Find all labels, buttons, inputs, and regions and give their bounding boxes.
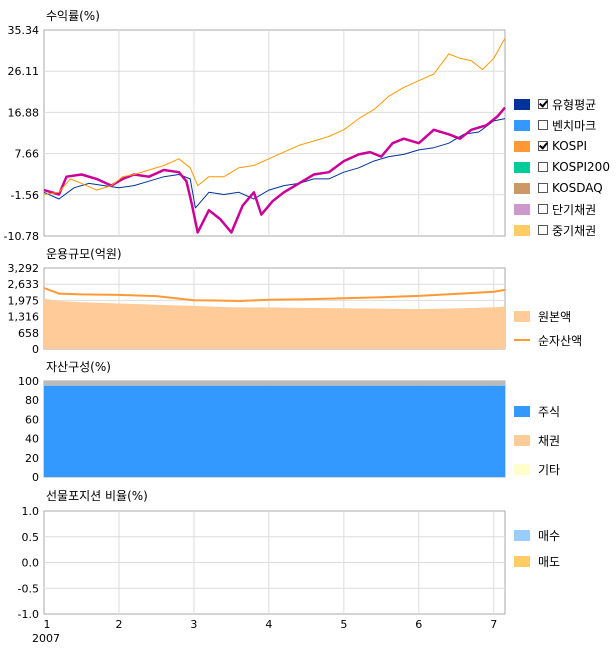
y-tick-label: 7.66 (15, 148, 40, 161)
y-tick-label: 60 (25, 413, 39, 426)
area-주식 (44, 385, 505, 477)
legend-label: 채권 (538, 433, 561, 448)
y-tick-label: 0 (32, 471, 39, 484)
y-tick-label: 0.5 (22, 531, 40, 544)
x-year-label: 2007 (32, 632, 60, 645)
y-tick-label: 26.11 (8, 65, 40, 78)
legend-item: 채권 (514, 432, 560, 448)
x-tick-label: 5 (340, 618, 347, 631)
y-tick-label: 40 (25, 433, 39, 446)
legend-checkbox[interactable] (538, 204, 548, 214)
legend-item[interactable]: 단기채권 (514, 201, 596, 217)
legend-item[interactable]: KOSPI (514, 138, 587, 154)
x-tick-label: 4 (265, 618, 272, 631)
legend-label: 매도 (538, 554, 561, 569)
legend-label: KOSPI200 (552, 160, 610, 174)
legend-checkbox[interactable] (538, 120, 548, 130)
legend-label: KOSDAQ (552, 181, 603, 195)
y-tick-label: 0.0 (22, 557, 40, 570)
legend-swatch (514, 119, 530, 131)
legend-label: 순자산액 (538, 333, 583, 348)
y-tick-label: 80 (25, 394, 39, 407)
legend-label: KOSPI (552, 139, 588, 153)
y-tick-label: 3,292 (8, 262, 40, 275)
panel-title: 자산구성(%) (46, 360, 111, 374)
legend-label: 중기채권 (552, 223, 597, 238)
legend-label: 단기채권 (552, 202, 597, 217)
legend-label: 매수 (538, 528, 561, 543)
y-tick-label: 1.0 (22, 505, 40, 518)
series-line-KOSPI (43, 106, 506, 234)
y-tick-label: 16.88 (8, 106, 40, 119)
legend-item[interactable]: 유형평균 (514, 96, 596, 112)
legend-item[interactable]: KOSDAQ (514, 180, 603, 196)
panel-title: 선물포지션 비율(%) (46, 489, 148, 503)
legend-swatch (514, 339, 530, 341)
y-tick-label: 1,975 (8, 294, 40, 307)
y-tick-label: 658 (18, 327, 39, 340)
y-tick-label: -0.5 (18, 582, 39, 595)
legend-label: 주식 (538, 404, 561, 419)
legend-checkbox[interactable] (538, 141, 548, 151)
legend-checkbox[interactable] (538, 99, 548, 109)
legend-item[interactable]: 벤치마크 (514, 117, 596, 133)
y-tick-label: 0 (32, 343, 39, 356)
y-tick-label: 100 (18, 375, 39, 388)
y-tick-label: 20 (25, 452, 39, 465)
legend-swatch (514, 555, 530, 567)
legend-item[interactable]: KOSPI200 (514, 159, 610, 175)
area-원본액 (44, 298, 505, 349)
legend-swatch (514, 434, 530, 446)
y-tick-label: -1.56 (11, 189, 39, 202)
x-tick-label: 6 (415, 618, 422, 631)
series-line-중기채권 (43, 37, 506, 195)
y-tick-label: 1,316 (8, 311, 40, 324)
legend-checkbox[interactable] (538, 225, 548, 235)
legend-checkbox[interactable] (538, 183, 548, 193)
legend-swatch (514, 140, 530, 152)
x-tick-label: 7 (490, 618, 497, 631)
plot-frame (43, 29, 506, 237)
y-tick-label: -1.0 (18, 608, 39, 621)
legend-item: 원본액 (514, 308, 571, 324)
legend-swatch (514, 405, 530, 417)
legend-swatch (514, 161, 530, 173)
y-tick-label: 2,633 (8, 278, 40, 291)
series-line-순자산액 (43, 287, 506, 303)
legend-swatch (514, 310, 530, 322)
legend-swatch (514, 98, 530, 110)
area-remainder (44, 381, 505, 386)
legend-swatch (514, 203, 530, 215)
legend-item: 매도 (514, 553, 560, 569)
x-tick-label: 2 (115, 618, 122, 631)
legend-swatch (514, 463, 530, 475)
legend-item: 순자산액 (514, 332, 582, 348)
series-line-유형평균 (43, 118, 506, 209)
legend-swatch (514, 182, 530, 194)
legend-item: 기타 (514, 461, 560, 477)
legend-swatch (514, 224, 530, 236)
y-tick-label: -10.78 (4, 230, 39, 243)
x-tick-label: 3 (190, 618, 197, 631)
legend-item: 매수 (514, 527, 560, 543)
y-tick-label: 35.34 (8, 24, 40, 37)
panel-title: 수익률(%) (46, 9, 100, 23)
legend-label: 유형평균 (552, 97, 597, 112)
legend-label: 원본액 (538, 309, 572, 324)
x-tick-label: 1 (44, 618, 51, 631)
legend-label: 벤치마크 (552, 118, 597, 133)
panel-title: 운용규모(억원) (46, 247, 122, 261)
legend-checkbox[interactable] (538, 162, 548, 172)
legend-label: 기타 (538, 462, 561, 477)
legend-swatch (514, 529, 530, 541)
legend-item: 주식 (514, 403, 560, 419)
legend-item[interactable]: 중기채권 (514, 222, 596, 238)
